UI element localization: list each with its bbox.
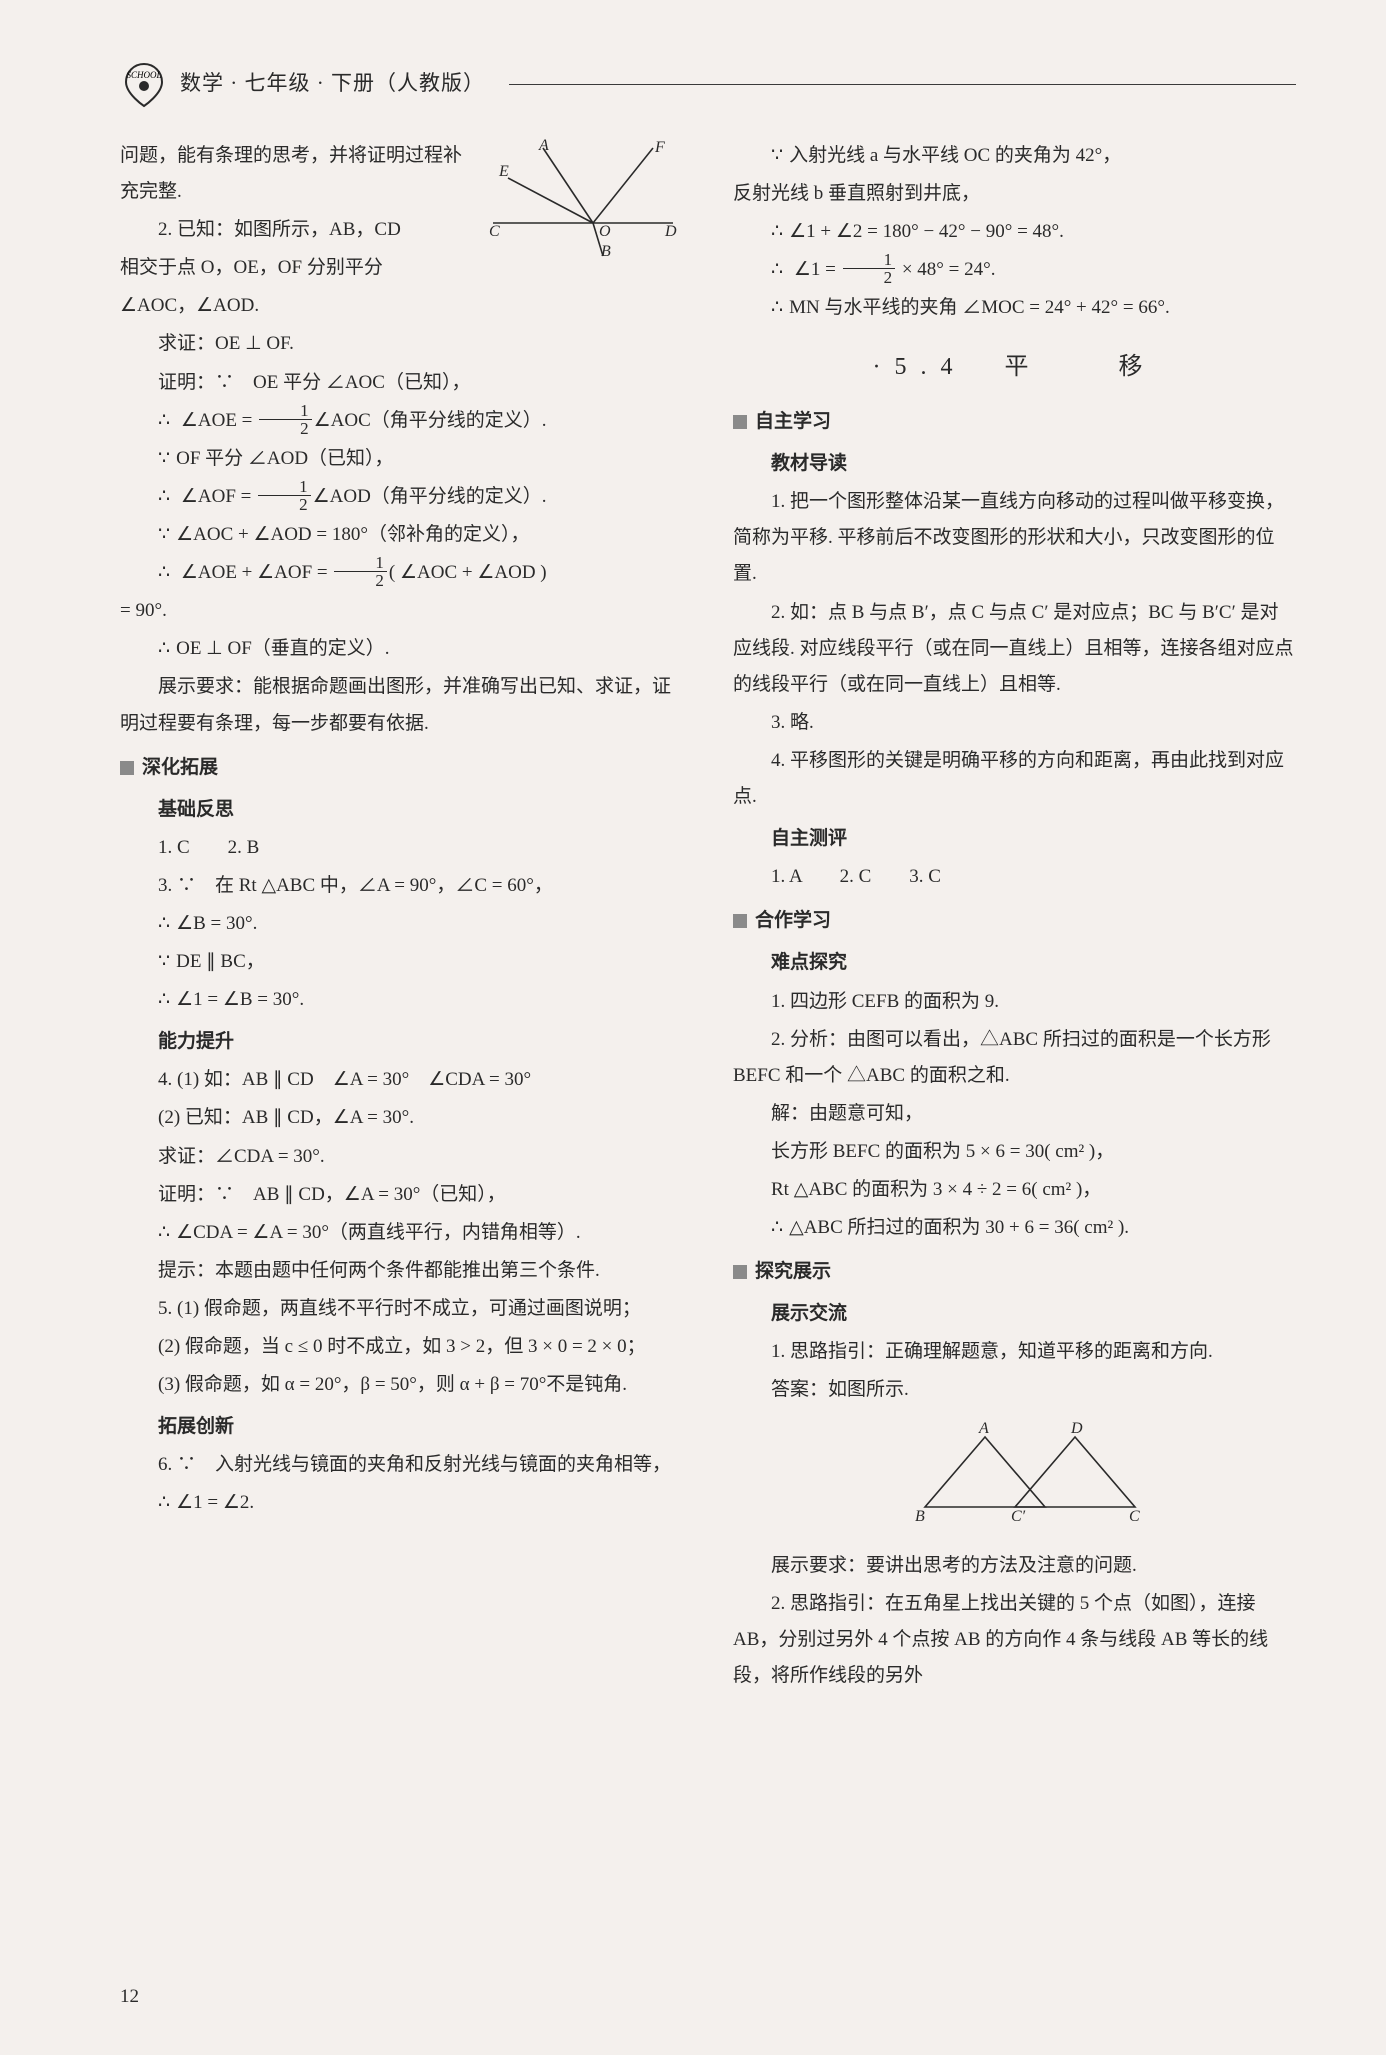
proof-line: 证明：∵ OE 平分 ∠AOC（已知）， <box>120 365 683 401</box>
right-column: 入射光线 a 与水平线 OC 的夹角为 42°， 反射光线 b 垂直照射到井底，… <box>733 138 1296 1696</box>
proof-line: ∠1 = 12 × 48° = 24°. <box>733 252 1296 288</box>
proof-line: ∠CDA = ∠A = 30°（两直线平行，内错角相等）. <box>120 1215 683 1251</box>
svg-text:F: F <box>654 139 665 156</box>
proof-line: OF 平分 ∠AOD（已知）， <box>120 441 683 477</box>
body-text: 2. 如：点 B 与点 B′，点 C 与点 C′ 是对应点；BC 与 B′C′ … <box>733 595 1296 703</box>
proof-line: = 90°. <box>120 593 683 629</box>
svg-text:C′: C′ <box>1011 1508 1026 1525</box>
answer-line: 1. A 2. C 3. C <box>733 859 1296 895</box>
section-head-coop: 合作学习 <box>733 903 1296 939</box>
proof-line: MN 与水平线的夹角 ∠MOC = 24° + 42° = 66°. <box>733 290 1296 326</box>
proof-line: DE ∥ BC， <box>120 944 683 980</box>
svg-text:D: D <box>1070 1420 1083 1437</box>
body-text: Rt △ABC 的面积为 3 × 4 ÷ 2 = 6( cm² )， <box>733 1172 1296 1208</box>
svg-text:SCHOOL: SCHOOL <box>126 70 161 80</box>
body-text: 5. (1) 假命题，两直线不平行时不成立，可通过画图说明； <box>120 1291 683 1327</box>
body-text: 2. 思路指引：在五角星上找出关键的 5 个点（如图），连接 AB，分别过另外 … <box>733 1586 1296 1694</box>
body-text: 答案：如图所示. <box>733 1372 1296 1408</box>
svg-text:C: C <box>489 223 500 240</box>
body-text: 1. 四边形 CEFB 的面积为 9. <box>733 984 1296 1020</box>
section-head-deepen: 深化拓展 <box>120 750 683 786</box>
proof-line: 证明：∵ AB ∥ CD，∠A = 30°（已知）， <box>120 1177 683 1213</box>
body-text: 反射光线 b 垂直照射到井底， <box>733 176 1296 212</box>
svg-text:A: A <box>978 1420 989 1437</box>
body-text: (3) 假命题，如 α = 20°，β = 50°，则 α + β = 70°不… <box>120 1367 683 1403</box>
body-text: (2) 已知：AB ∥ CD，∠A = 30°. <box>120 1100 683 1136</box>
proof-line: OE ⊥ OF（垂直的定义）. <box>120 631 683 667</box>
body-text: (2) 假命题，当 c ≤ 0 时不成立，如 3 > 2，但 3 × 0 = 2… <box>120 1329 683 1365</box>
body-text: 入射光线 a 与水平线 OC 的夹角为 42°， <box>733 138 1296 174</box>
svg-text:C: C <box>1129 1508 1140 1525</box>
body-text: 4. (1) 如：AB ∥ CD ∠A = 30° ∠CDA = 30° <box>120 1062 683 1098</box>
section-marker-icon <box>733 1265 747 1279</box>
section-marker-icon <box>733 415 747 429</box>
proof-line: ∠AOE + ∠AOF = 12( ∠AOC + ∠AOD ) <box>120 555 683 591</box>
body-text: 2. 分析：由图可以看出，△ABC 所扫过的面积是一个长方形 BEFC 和一个 … <box>733 1022 1296 1094</box>
svg-text:B: B <box>915 1508 925 1525</box>
content-columns: A F E C O D B 问题，能有条理的思考，并将证明过程补充完整. 2. … <box>120 138 1296 1696</box>
body-text: 解：由题意可知， <box>733 1096 1296 1132</box>
proof-line: ∠1 = ∠B = 30°. <box>120 982 683 1018</box>
proof-line: ∠AOE = 12∠AOC（角平分线的定义）. <box>120 403 683 439</box>
body-text: 提示：本题由题中任何两个条件都能推出第三个条件. <box>120 1253 683 1289</box>
subhead: 难点探究 <box>733 945 1296 981</box>
subhead: 基础反思 <box>120 792 683 828</box>
svg-text:B: B <box>601 243 611 258</box>
section-head-selfstudy: 自主学习 <box>733 404 1296 440</box>
body-text: ∠AOC，∠AOD. <box>120 288 683 324</box>
subhead: 教材导读 <box>733 446 1296 482</box>
subhead: 展示交流 <box>733 1296 1296 1332</box>
proof-line: 3. ∵ 在 Rt △ABC 中，∠A = 90°，∠C = 60°， <box>120 868 683 904</box>
svg-text:A: A <box>538 138 549 154</box>
subhead: 能力提升 <box>120 1024 683 1060</box>
header-rule <box>509 84 1296 85</box>
body-text: 1. 把一个图形整体沿某一直线方向移动的过程叫做平移变换，简称为平移. 平移前后… <box>733 484 1296 592</box>
body-text: 求证：OE ⊥ OF. <box>120 326 683 362</box>
page-header: SCHOOL 数学 · 七年级 · 下册（人教版） <box>120 60 1296 108</box>
header-title: 数学 · 七年级 · 下册（人教版） <box>180 64 485 104</box>
svg-text:E: E <box>498 163 509 180</box>
body-text: 展示要求：能根据命题画出图形，并准确写出已知、求证，证明过程要有条理，每一步都要… <box>120 669 683 741</box>
section-marker-icon <box>120 761 134 775</box>
section-marker-icon <box>733 914 747 928</box>
subhead: 自主测评 <box>733 821 1296 857</box>
body-text: 6. ∵ 入射光线与镜面的夹角和反射光线与镜面的夹角相等， <box>120 1447 683 1483</box>
school-logo-icon: SCHOOL <box>120 60 168 108</box>
figure-translation: A D B C′ C <box>733 1417 1296 1540</box>
body-text: 展示要求：要讲出思考的方法及注意的问题. <box>733 1548 1296 1584</box>
proof-line: ∠1 = ∠2. <box>120 1485 683 1521</box>
body-text: 4. 平移图形的关键是明确平移的方向和距离，再由此找到对应点. <box>733 743 1296 815</box>
svg-text:O: O <box>599 223 611 240</box>
body-text: 3. 略. <box>733 705 1296 741</box>
proof-line: △ABC 所扫过的面积为 30 + 6 = 36( cm² ). <box>733 1210 1296 1246</box>
body-text: 长方形 BEFC 的面积为 5 × 6 = 30( cm² )， <box>733 1134 1296 1170</box>
proof-line: ∠AOF = 12∠AOD（角平分线的定义）. <box>120 479 683 515</box>
page-number: 12 <box>120 1979 139 2015</box>
proof-line: ∠1 + ∠2 = 180° − 42° − 90° = 48°. <box>733 214 1296 250</box>
chapter-title: ·5.4 平 移 <box>733 345 1296 391</box>
svg-text:D: D <box>664 223 677 240</box>
proof-line: ∠B = 30°. <box>120 906 683 942</box>
left-column: A F E C O D B 问题，能有条理的思考，并将证明过程补充完整. 2. … <box>120 138 683 1696</box>
proof-line: ∠AOC + ∠AOD = 180°（邻补角的定义）， <box>120 517 683 553</box>
figure-angles: A F E C O D B <box>483 138 683 271</box>
subhead: 拓展创新 <box>120 1409 683 1445</box>
body-text: 求证：∠CDA = 30°. <box>120 1139 683 1175</box>
body-text: 1. 思路指引：正确理解题意，知道平移的距离和方向. <box>733 1334 1296 1370</box>
answer-line: 1. C 2. B <box>120 830 683 866</box>
section-head-explore: 探究展示 <box>733 1254 1296 1290</box>
